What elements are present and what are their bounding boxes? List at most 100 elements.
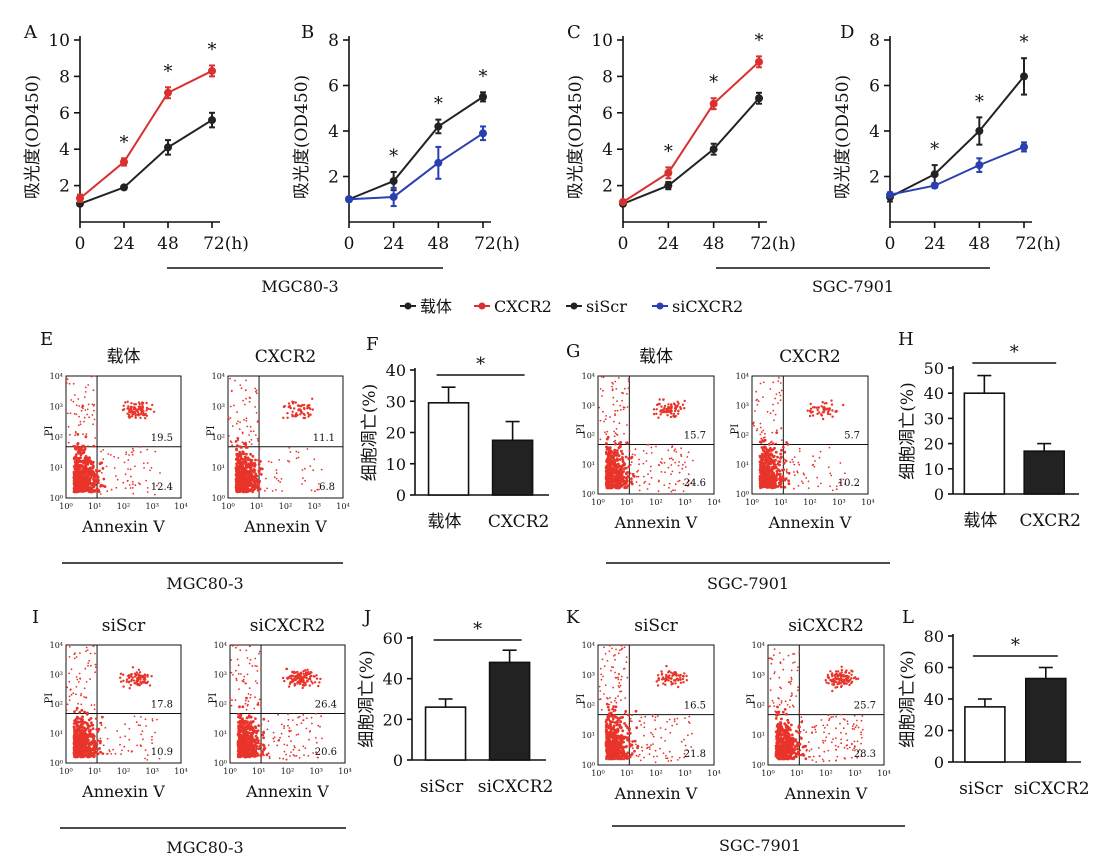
- cell-dot: [144, 749, 147, 752]
- cell-dot: [134, 681, 137, 685]
- cell-dot: [253, 707, 256, 710]
- cell-dot: [110, 488, 113, 491]
- cell-dot: [238, 483, 242, 486]
- y-tick-label: 10⁴: [214, 641, 227, 650]
- cell-dot: [615, 454, 619, 457]
- cell-dot: [93, 476, 97, 479]
- cell-dot: [131, 750, 134, 753]
- cell-dot: [104, 726, 107, 729]
- x-tick-label: 48: [703, 234, 725, 254]
- cell-dot: [76, 433, 80, 436]
- cell-dot: [96, 739, 100, 742]
- cell-dot: [239, 649, 242, 652]
- cell-dot: [107, 453, 110, 455]
- cell-dot: [124, 735, 127, 738]
- cell-dot: [253, 744, 257, 748]
- cell-dot: [831, 409, 834, 412]
- y-tick-label: 2: [602, 177, 613, 197]
- cell-dot: [251, 665, 254, 667]
- flow-title: CXCR2: [779, 347, 840, 367]
- cell-dot: [75, 709, 78, 711]
- cell-dot: [314, 490, 316, 493]
- cell-dot: [645, 460, 648, 462]
- x-tick-label: 0: [344, 234, 355, 254]
- cell-dot: [79, 481, 83, 484]
- cell-dot: [611, 381, 613, 384]
- cell-dot: [88, 468, 92, 472]
- flow-y-label: PI: [208, 693, 219, 704]
- cell-dot: [128, 484, 131, 486]
- cell-dot: [609, 416, 611, 418]
- cell-dot: [829, 472, 832, 475]
- cell-dot: [100, 724, 103, 727]
- cell-dot: [85, 457, 89, 461]
- cell-dot: [93, 745, 97, 748]
- cell-dot: [608, 756, 612, 760]
- cell-dot: [237, 470, 241, 473]
- cell-dot: [81, 466, 85, 469]
- data-point: [208, 116, 216, 125]
- cell-dot: [630, 461, 633, 464]
- cell-dot: [674, 679, 677, 682]
- cell-dot: [307, 415, 310, 418]
- cell-dot: [624, 756, 628, 760]
- cell-dot: [616, 750, 619, 754]
- cell-dot: [306, 668, 309, 671]
- cell-dot: [74, 394, 76, 396]
- cell-dot: [87, 729, 91, 733]
- cell-dot: [236, 658, 239, 661]
- cell-dot: [156, 718, 158, 721]
- cell-dot: [240, 744, 243, 748]
- cell-dot: [820, 414, 824, 417]
- cell-dot: [682, 463, 684, 466]
- cell-dot: [87, 662, 90, 664]
- cell-dot: [770, 449, 773, 452]
- cell-dot: [618, 479, 622, 482]
- cell-dot: [98, 469, 101, 473]
- cell-dot: [764, 454, 768, 458]
- cell-dot: [241, 722, 245, 725]
- cell-dot: [235, 679, 238, 682]
- cell-dot: [802, 482, 804, 484]
- cell-dot: [247, 489, 251, 492]
- cell-dot: [657, 490, 660, 493]
- cell-dot: [89, 664, 92, 667]
- cell-dot: [831, 415, 834, 418]
- cell-dot: [262, 717, 266, 721]
- cell-dot: [760, 458, 763, 462]
- cell-dot: [257, 440, 259, 442]
- cell-dot: [139, 407, 143, 410]
- cell-dot: [257, 747, 261, 751]
- cell-dot: [783, 458, 786, 461]
- cell-dot: [306, 448, 309, 450]
- cell-dot: [80, 693, 82, 695]
- cell-dot: [302, 714, 305, 716]
- cell-dot: [234, 379, 236, 382]
- cell-dot: [613, 483, 617, 486]
- cell-dot: [306, 411, 310, 415]
- cell-dot: [259, 704, 262, 707]
- x-tick-label: 10⁰: [221, 502, 234, 511]
- data-point: [755, 57, 763, 66]
- cell-dot: [692, 459, 694, 462]
- dot-cloud: [598, 375, 694, 493]
- cell-dot: [234, 646, 237, 649]
- cell-dot: [245, 417, 248, 420]
- cell-dot: [239, 740, 243, 744]
- cell-dot: [301, 686, 304, 690]
- cell-dot: [93, 409, 95, 412]
- cell-dot: [638, 463, 640, 466]
- cell-dot: [759, 422, 762, 425]
- cell-dot: [91, 414, 94, 416]
- cell-dot: [772, 403, 774, 406]
- cell-dot: [628, 731, 632, 735]
- cell-dot: [137, 679, 140, 682]
- cell-dot: [103, 478, 105, 481]
- cell-dot: [235, 448, 239, 452]
- cell-dot: [615, 723, 619, 727]
- cell-dot: [87, 445, 89, 447]
- cell-dot: [615, 467, 619, 470]
- cell-dot: [85, 646, 88, 649]
- cell-dot: [76, 747, 80, 751]
